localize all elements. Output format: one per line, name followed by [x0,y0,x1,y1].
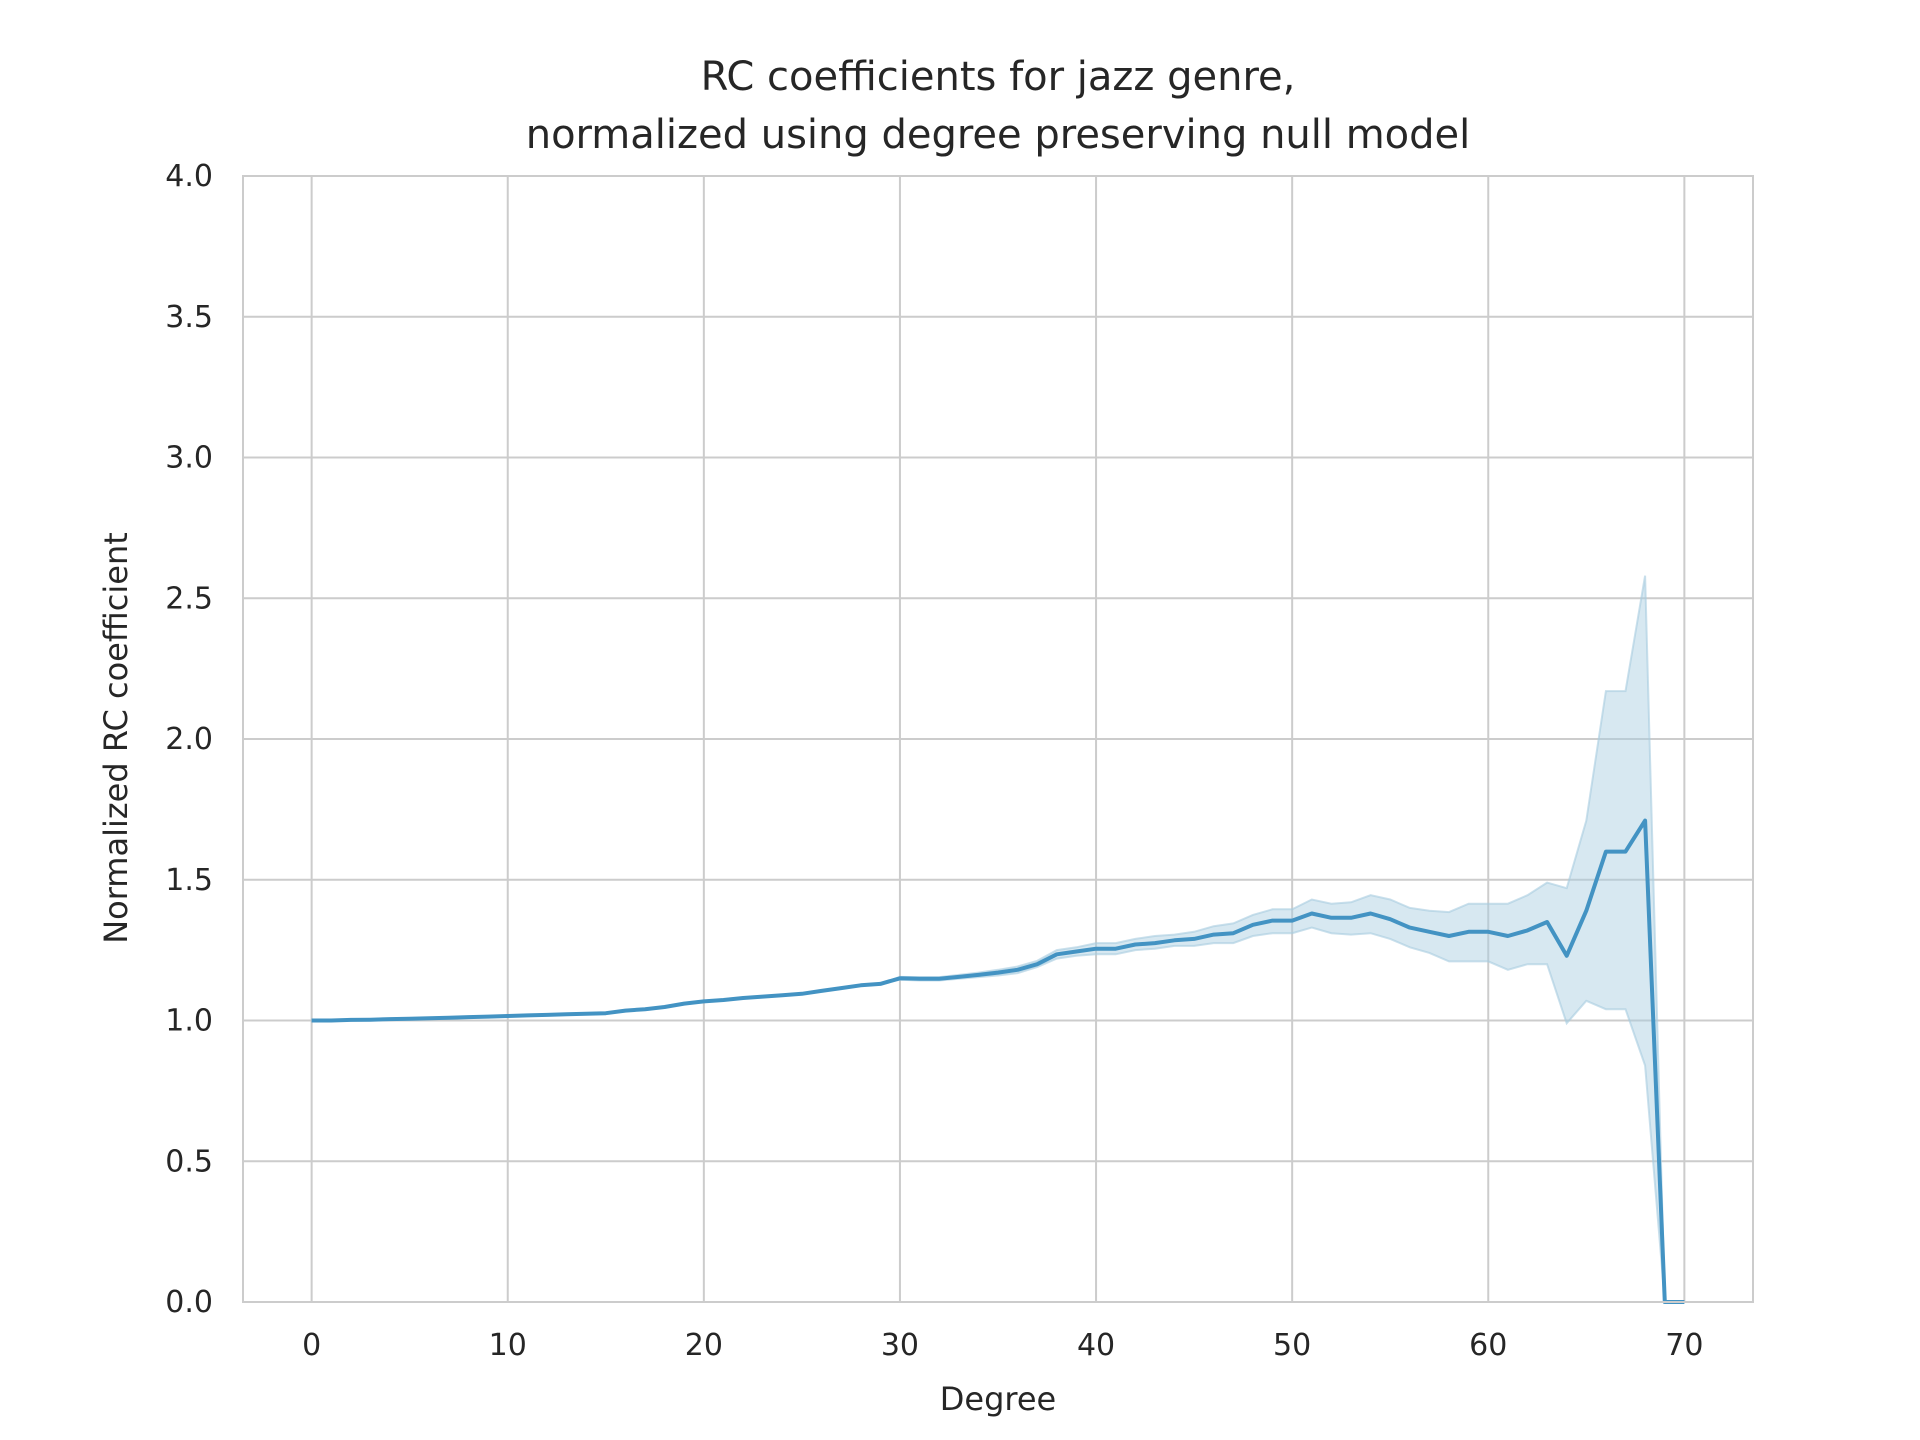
data-point [702,999,706,1003]
data-point [1055,952,1059,956]
data-point [820,989,824,993]
data-point [878,982,882,986]
y-tick-label: 1.5 [165,863,213,898]
y-tick-label: 1.0 [165,1004,213,1039]
x-axis-ticks: 0 10 20 30 40 50 60 70 [302,1328,1703,1363]
data-point [1290,919,1294,923]
data-point [1388,917,1392,921]
data-point [1545,920,1549,924]
axes-frame [242,175,1754,1303]
data-point [1133,943,1137,947]
data-point [1173,938,1177,942]
data-point [1271,919,1275,923]
data-point [565,1012,569,1016]
data-point [1624,850,1628,854]
data-point [957,975,961,979]
axes-border [242,175,1754,1303]
data-point [1408,926,1412,930]
chart-title-line-2: normalized using degree preserving null … [526,112,1471,158]
chart-title-line-1: RC coefficients for jazz genre, [701,54,1296,100]
plot-area [310,575,1685,1304]
data-point [1035,962,1039,966]
data-point [623,1009,627,1013]
chart-title: RC coefficients for jazz genre, normaliz… [526,54,1471,158]
data-point [722,998,726,1002]
data-point [486,1015,490,1019]
x-axis-label: Degree [940,1380,1056,1418]
data-point [1114,947,1118,951]
data-point [1310,912,1314,916]
data-point [1565,954,1569,958]
data-point [525,1013,529,1017]
y-tick-label: 0.5 [165,1144,213,1179]
data-point [1153,941,1157,945]
data-point [1251,923,1255,927]
y-axis-label: Normalized RC coefficient [97,532,135,944]
data-point [1486,930,1490,934]
y-tick-label: 2.5 [165,581,213,616]
x-tick-label: 60 [1469,1328,1507,1363]
data-point [1467,930,1471,934]
data-point [1643,819,1647,823]
y-axis-ticks: 0.0 0.5 1.0 1.5 2.0 2.5 3.0 3.5 4.0 [165,159,213,1320]
data-point [1447,934,1451,938]
data-point [1074,950,1078,954]
y-tick-label: 2.0 [165,722,213,757]
data-point [427,1016,431,1020]
data-point [761,995,765,999]
data-point [937,977,941,981]
x-tick-label: 50 [1273,1328,1311,1363]
data-point [1369,912,1373,916]
data-point [780,993,784,997]
y-tick-label: 0.0 [165,1285,213,1320]
series-line [311,818,1685,1304]
data-point [1016,968,1020,972]
y-tick-label: 4.0 [165,159,213,194]
data-point [682,1002,686,1006]
data-point [859,983,863,987]
data-point [663,1005,667,1009]
data-point [1427,930,1431,934]
x-tick-label: 40 [1077,1328,1115,1363]
data-point [369,1018,373,1022]
x-tick-label: 20 [685,1328,723,1363]
data-point [1094,947,1098,951]
y-tick-label: 3.5 [165,300,213,335]
x-tick-label: 70 [1665,1328,1703,1363]
data-point [1584,909,1588,913]
data-point [643,1007,647,1011]
data-point [1231,931,1235,935]
data-point [310,1019,314,1023]
data-point [349,1018,353,1022]
x-tick-label: 0 [302,1328,321,1363]
data-point [467,1015,471,1019]
data-point [447,1016,451,1020]
y-tick-label: 3.0 [165,441,213,476]
data-point [1526,928,1530,932]
data-point [506,1014,510,1018]
data-point [1192,937,1196,941]
data-point [839,986,843,990]
data-point [408,1017,412,1021]
data-point [898,976,902,980]
data-point [1604,850,1608,854]
data-point [976,973,980,977]
data-point [1329,916,1333,920]
data-point [545,1013,549,1017]
data-point [1349,916,1353,920]
data-point [388,1017,392,1021]
data-point [1506,934,1510,938]
data-point [741,996,745,1000]
data-point [1212,933,1216,937]
data-point [918,977,922,981]
data-point [800,992,804,996]
x-tick-label: 10 [489,1328,527,1363]
data-point [996,971,1000,975]
x-tick-label: 30 [881,1328,919,1363]
data-point [584,1012,588,1016]
data-point [604,1011,608,1015]
data-point [329,1019,333,1023]
